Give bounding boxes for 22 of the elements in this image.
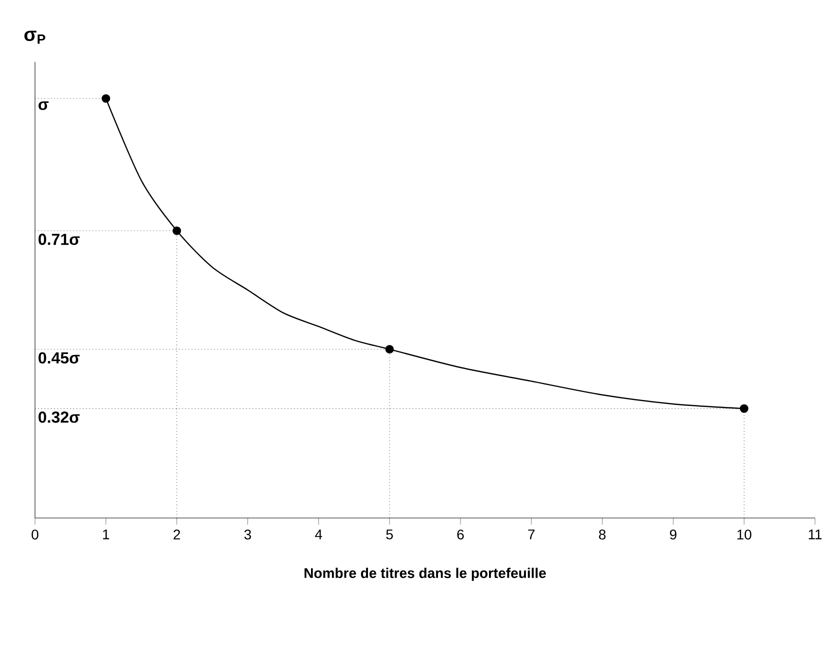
x-tick-label: 7 bbox=[528, 530, 535, 540]
x-tick-label: 8 bbox=[598, 530, 606, 540]
point bbox=[172, 226, 182, 235]
point bbox=[102, 94, 110, 103]
x-tick-label: 9 bbox=[670, 530, 676, 540]
x-tick-label: 11 bbox=[808, 530, 822, 540]
x-tick-label: 1 bbox=[103, 530, 110, 540]
ref-line-label: 0.32σ bbox=[38, 411, 80, 423]
point bbox=[740, 404, 748, 413]
x-tick-label: 3 bbox=[244, 530, 252, 540]
x-tick-label: 10 bbox=[737, 530, 752, 540]
x-axis-title: Nombre de titres dans le portefeuille bbox=[304, 568, 546, 581]
ref-line-label: 0.45σ bbox=[38, 352, 80, 364]
ref-line-label: σ bbox=[38, 101, 49, 110]
y-axis-title: σ$_{P}$ bbox=[24, 30, 46, 44]
x-tick-label: 6 bbox=[457, 530, 464, 540]
x-tick-label: 2 bbox=[174, 530, 180, 540]
ref-line-label: 0.71σ bbox=[38, 234, 80, 245]
x-tick-label: 0 bbox=[32, 530, 38, 540]
x-tick-label: 4 bbox=[315, 530, 322, 540]
x-tick-label: 5 bbox=[386, 530, 393, 540]
point bbox=[385, 345, 394, 354]
